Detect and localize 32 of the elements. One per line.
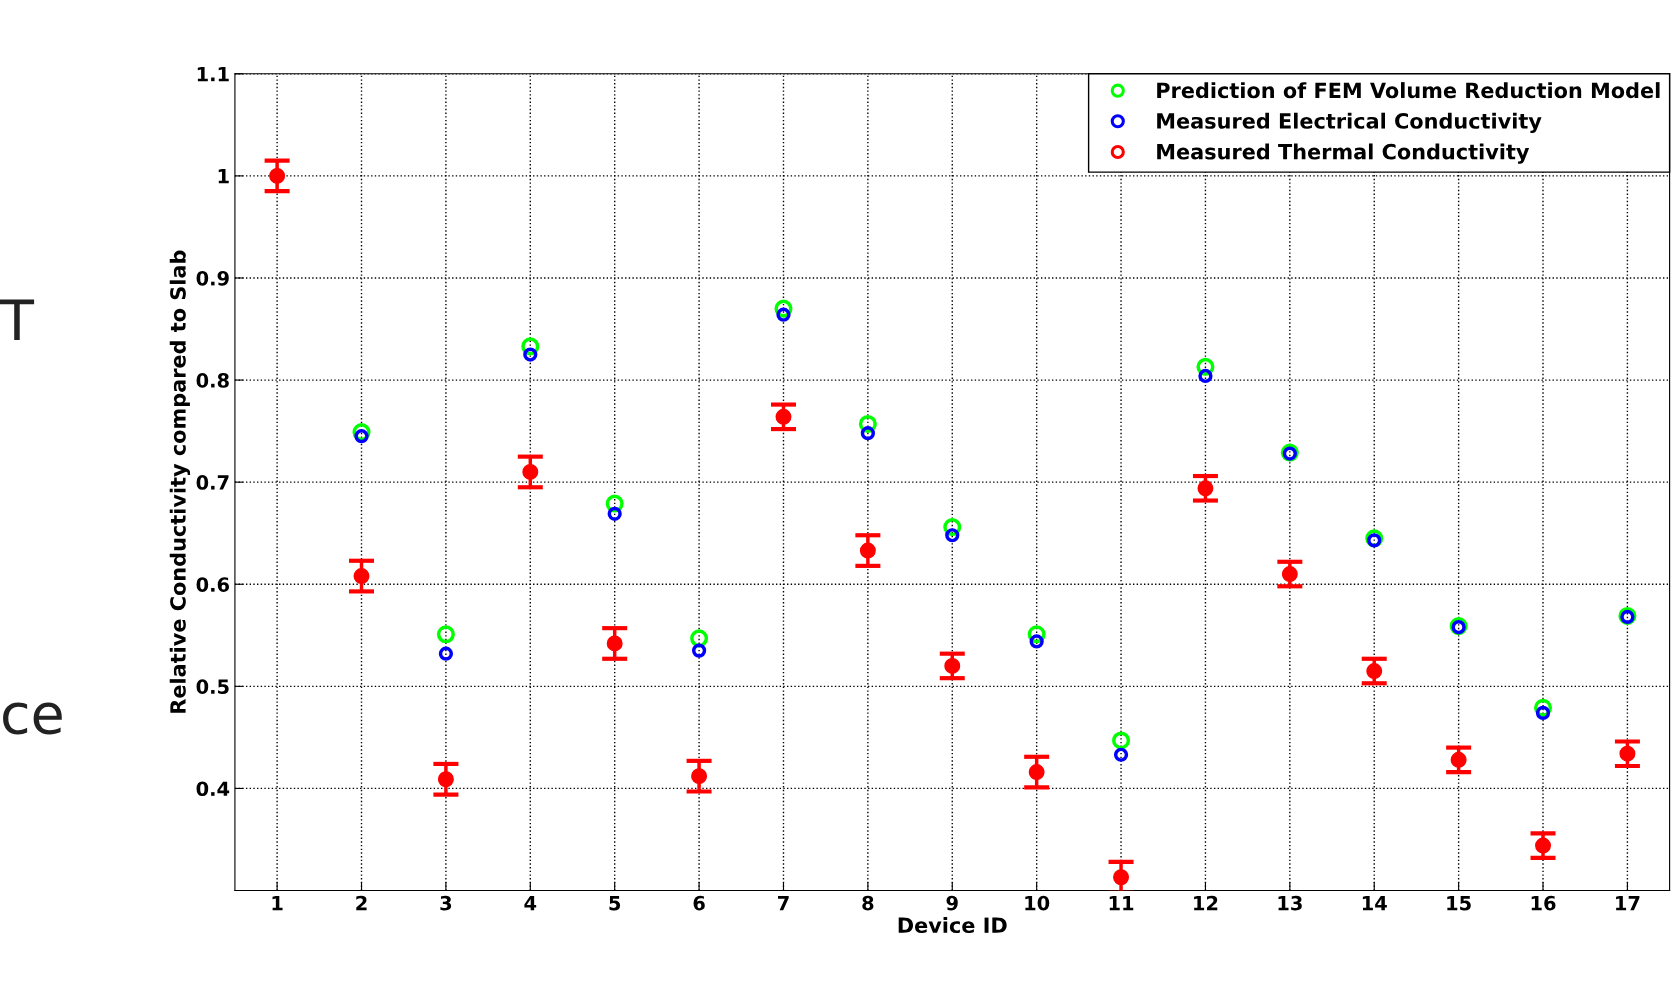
x-tick-label: 14 xyxy=(1362,895,1387,911)
y-tick-label: 0.6 xyxy=(196,577,230,592)
x-tick-label: 12 xyxy=(1194,895,1218,911)
y-axis-title: Relative Conductivity compared to Slab xyxy=(169,250,191,713)
x-tick-label: 1 xyxy=(272,895,283,911)
x-tick-label: 10 xyxy=(1025,895,1050,911)
text: T xyxy=(0,299,35,341)
legend-label: Prediction of FEM Volume Reduction Model xyxy=(1157,82,1660,99)
x-tick-label: 13 xyxy=(1278,895,1302,911)
x-tick-label: 4 xyxy=(524,895,537,911)
x-tick-label: 9 xyxy=(946,895,958,911)
x-tick-label: 3 xyxy=(440,895,452,911)
y-tick-label: 1.1 xyxy=(197,67,229,82)
x-tick-label: 7 xyxy=(778,895,789,911)
y-tick-label: 0.9 xyxy=(196,270,229,286)
y-tick-label: 0.4 xyxy=(196,781,230,797)
x-tick-label: 5 xyxy=(609,895,621,911)
legend-label: Measured Electrical Conductivity xyxy=(1157,112,1542,134)
y-tick-label: 0.8 xyxy=(196,373,229,388)
text: ce xyxy=(3,702,62,735)
x-tick-label: 2 xyxy=(356,895,367,911)
y-tick-label: 0.5 xyxy=(196,679,229,694)
x-tick-label: 15 xyxy=(1447,895,1471,911)
y-tick-label: 1 xyxy=(218,169,229,184)
x-axis-title: Device ID xyxy=(898,916,1007,934)
x-tick-label: 11 xyxy=(1109,895,1134,911)
legend-label: Measured Thermal Conductivity xyxy=(1157,143,1530,164)
x-tick-label: 16 xyxy=(1531,895,1556,911)
y-tick-label: 0.7 xyxy=(196,475,229,490)
x-tick-label: 8 xyxy=(862,895,874,911)
x-tick-label: 6 xyxy=(693,895,705,911)
x-tick-label: 17 xyxy=(1616,895,1640,911)
